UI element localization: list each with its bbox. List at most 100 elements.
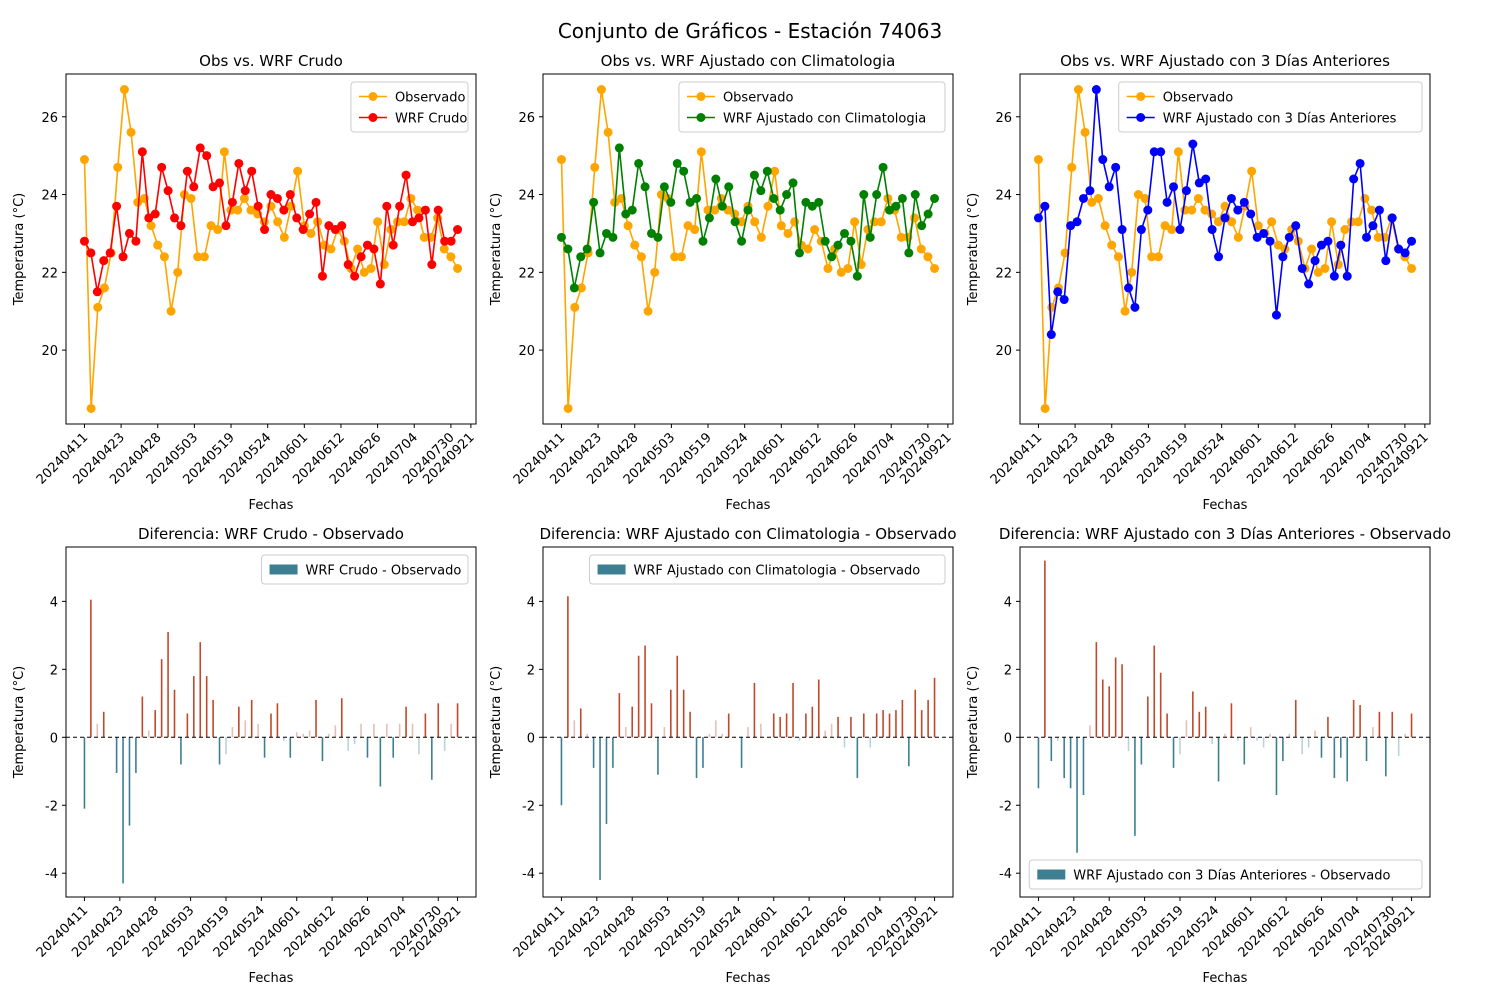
data-point [1033,155,1043,165]
data-point [401,170,411,180]
data-point [292,213,302,223]
y-tick-label: 2 [50,663,58,678]
difference-bar [760,723,762,738]
data-point [790,217,800,227]
data-point [446,236,456,246]
y-axis-label: Temperatura (°C) [12,666,27,779]
data-point [170,213,180,223]
difference-bar [1404,733,1406,738]
legend: WRF Ajustado con 3 Días Anteriores - Obs… [1028,859,1423,890]
difference-bar [1372,727,1374,738]
data-point [311,197,321,207]
legend-box [261,554,469,585]
panel-title: Obs vs. WRF Ajustado con Climatologia [601,52,896,70]
y-tick-label: -4 [45,867,58,882]
data-point [298,225,308,235]
difference-bar [340,698,343,738]
difference-bar [824,730,826,738]
data-point [1117,225,1127,235]
data-point [99,256,109,266]
data-point [1273,240,1283,250]
difference-bar [405,706,407,738]
difference-bar [1198,711,1201,738]
difference-bar [753,682,756,738]
data-point [326,244,336,254]
difference-bar [631,706,634,738]
difference-bar [830,723,833,738]
difference-bar [353,737,356,745]
difference-bar [1076,737,1078,853]
data-point [1173,147,1183,157]
data-point [234,158,244,168]
difference-bar [90,599,92,738]
data-point [930,193,940,203]
difference-bar [302,733,304,738]
data-point [1360,193,1370,203]
data-point [827,252,837,262]
data-point [1342,271,1352,281]
difference-bar [160,659,163,738]
data-point [414,213,424,223]
data-point [1201,174,1211,184]
data-point [373,217,383,227]
data-point [1073,85,1083,95]
data-point [112,201,122,211]
difference-bar [1056,737,1059,741]
data-point [279,205,289,215]
data-point [917,221,927,231]
axes-frame [65,546,477,898]
legend-bar-swatch [597,564,626,575]
difference-bar [599,737,601,881]
y-tick-label: 0 [1004,731,1012,746]
y-tick-label: 26 [995,111,1012,126]
data-point [1362,232,1372,242]
difference-bar [1121,664,1123,738]
data-point [150,209,160,219]
data-point [1160,221,1170,231]
data-point [1175,225,1185,235]
data-point [749,170,759,180]
difference-bar [573,720,576,738]
data-point [814,197,824,207]
difference-bar [811,706,814,738]
difference-bar [431,737,433,780]
data-point [1046,330,1056,340]
data-point [1072,217,1082,227]
panel-top-2: Obs vs. WRF Ajustado con Climatologia 20 2… [489,52,955,513]
data-point [166,306,176,316]
data-point [1220,213,1230,223]
data-point [556,232,566,242]
difference-bar [586,733,588,738]
data-point [794,248,804,258]
difference-bar [231,727,234,738]
series-line-wrf [560,147,936,289]
data-point [1120,306,1130,316]
data-point [1368,221,1378,231]
y-tick-label: 26 [518,111,535,126]
difference-bar [1269,733,1271,738]
data-point [636,252,646,262]
data-point [1340,225,1350,235]
data-point [839,228,849,238]
y-tick-label: -4 [522,867,535,882]
difference-bar [817,679,820,738]
difference-bar [895,710,897,738]
data-point [1349,174,1359,184]
y-tick-label: 24 [995,189,1012,204]
difference-bar [779,716,781,738]
data-point [1307,244,1317,254]
data-point [690,225,700,235]
data-point [820,236,830,246]
axes-frame [542,73,954,425]
data-point [724,182,734,192]
data-point [356,252,366,262]
data-point [446,252,456,262]
data-point [219,147,229,157]
data-point [124,228,134,238]
data-point [1207,209,1217,219]
data-point [1091,85,1101,95]
data-point [1153,252,1163,262]
difference-bar [1089,725,1091,738]
data-point [627,205,637,215]
difference-bar [398,723,401,738]
